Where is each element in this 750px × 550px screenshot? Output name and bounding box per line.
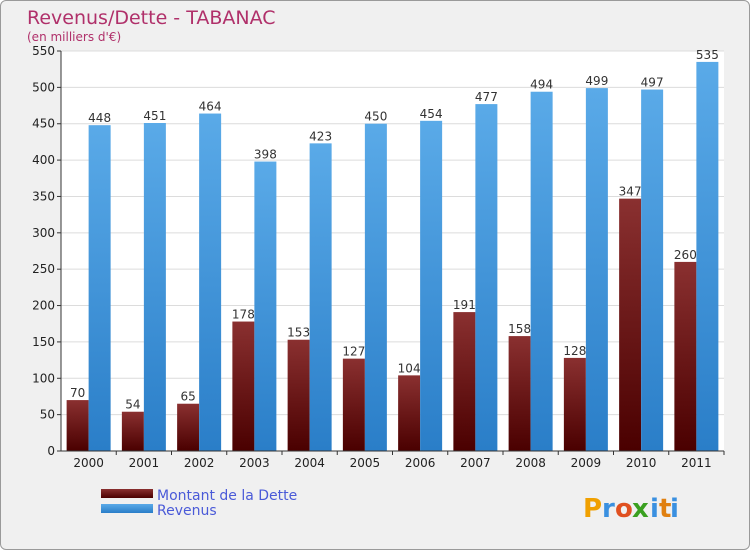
value-label-revenus: 398 — [254, 148, 277, 162]
value-label-debt: 260 — [674, 248, 697, 262]
value-label-debt: 178 — [232, 308, 255, 322]
y-tick-label: 150 — [32, 335, 55, 349]
y-tick-label: 400 — [32, 153, 55, 167]
value-label-debt: 158 — [508, 322, 531, 336]
legend-swatch-revenus — [101, 504, 153, 513]
value-label-revenus: 423 — [309, 129, 332, 143]
bar-debt — [619, 198, 642, 451]
value-label-revenus: 497 — [641, 76, 664, 90]
value-label-debt: 54 — [125, 398, 140, 412]
x-tick-label: 2010 — [626, 456, 657, 470]
x-tick-label: 2001 — [129, 456, 160, 470]
x-tick-label: 2006 — [405, 456, 436, 470]
bar-debt — [342, 358, 365, 451]
bar-debt — [563, 357, 586, 451]
value-label-debt: 127 — [342, 345, 365, 359]
y-tick-label: 350 — [32, 189, 55, 203]
value-label-revenus: 477 — [475, 90, 498, 104]
logo-letter: x — [632, 494, 649, 524]
y-tick-label: 200 — [32, 299, 55, 313]
value-label-debt: 153 — [287, 326, 310, 340]
x-tick-label: 2007 — [460, 456, 491, 470]
logo-letter: P — [583, 494, 602, 524]
value-label-debt: 70 — [70, 386, 85, 400]
bar-revenus — [696, 61, 719, 452]
bar-debt — [674, 261, 697, 451]
plot-area — [61, 51, 724, 451]
y-tick-label: 100 — [32, 371, 55, 385]
bar-debt — [398, 375, 421, 451]
value-label-revenus: 448 — [88, 111, 111, 125]
bar-revenus — [364, 123, 387, 452]
bar-revenus — [585, 88, 608, 451]
bar-revenus — [88, 125, 111, 451]
bar-debt — [453, 312, 476, 451]
y-tick-label: 450 — [32, 117, 55, 131]
logo-letter: r — [602, 494, 615, 524]
y-tick-label: 50 — [40, 408, 55, 422]
y-tick-label: 0 — [47, 444, 55, 458]
x-tick-label: 2000 — [73, 456, 104, 470]
value-label-debt: 128 — [563, 344, 586, 358]
x-tick-label: 2002 — [184, 456, 215, 470]
value-label-debt: 347 — [619, 185, 642, 199]
bar-revenus — [641, 89, 664, 451]
logo-letter: i — [670, 494, 679, 524]
bar-revenus — [199, 113, 222, 451]
bar-revenus — [254, 161, 277, 451]
bar-revenus — [309, 143, 332, 451]
x-tick-label: 2003 — [239, 456, 270, 470]
value-label-revenus: 494 — [530, 78, 553, 92]
x-tick-label: 2011 — [681, 456, 712, 470]
legend-label-debt: Montant de la Dette — [157, 488, 297, 504]
x-tick-label: 2005 — [350, 456, 381, 470]
bar-revenus — [530, 91, 553, 452]
value-label-revenus: 464 — [199, 100, 222, 114]
bar-debt — [232, 321, 255, 451]
x-tick-label: 2008 — [515, 456, 546, 470]
logo-letter: t — [659, 494, 671, 524]
chart-subtitle: (en milliers d'€) — [27, 30, 121, 44]
legend: Montant de la Dette Revenus — [101, 488, 297, 519]
value-label-debt: 65 — [180, 390, 195, 404]
value-label-revenus: 451 — [143, 109, 166, 123]
x-tick-label: 2004 — [294, 456, 325, 470]
logo-letter: i — [650, 494, 659, 524]
bar-debt — [177, 403, 200, 451]
y-tick-label: 300 — [32, 226, 55, 240]
bar-debt — [508, 336, 531, 451]
value-label-debt: 191 — [453, 298, 476, 312]
bar-debt — [287, 339, 310, 451]
bar-revenus — [143, 123, 166, 451]
bar-revenus — [420, 120, 443, 452]
bar-debt — [121, 411, 144, 451]
legend-swatch-debt — [101, 489, 153, 498]
y-tick-label: 250 — [32, 262, 55, 276]
value-label-revenus: 450 — [364, 110, 387, 124]
value-label-revenus: 535 — [696, 48, 719, 62]
value-label-revenus: 454 — [420, 107, 443, 121]
bar-debt — [66, 400, 89, 451]
logo-letter: o — [615, 494, 633, 524]
chart-title: Revenus/Dette - TABANAC — [27, 7, 276, 29]
x-tick-label: 2009 — [571, 456, 602, 470]
value-label-revenus: 499 — [585, 74, 608, 88]
y-tick-label: 500 — [32, 80, 55, 94]
legend-label-revenus: Revenus — [157, 503, 217, 519]
bar-revenus — [475, 104, 498, 451]
value-label-debt: 104 — [398, 361, 421, 375]
y-tick-label: 550 — [32, 44, 55, 58]
